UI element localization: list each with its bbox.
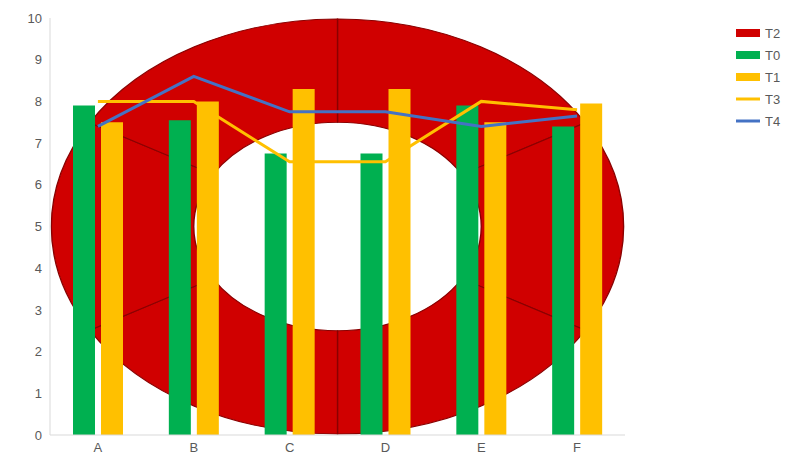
svg-text:5: 5 bbox=[35, 219, 42, 234]
svg-text:3: 3 bbox=[35, 303, 42, 318]
svg-text:4: 4 bbox=[35, 261, 42, 276]
svg-text:2: 2 bbox=[35, 344, 42, 359]
svg-text:0: 0 bbox=[35, 428, 42, 443]
svg-text:B: B bbox=[189, 440, 198, 455]
html-text:T1: T1 bbox=[765, 69, 781, 85]
svg-text:8: 8 bbox=[35, 94, 42, 109]
svg-text:C: C bbox=[285, 440, 294, 455]
html-text:T4: T4 bbox=[765, 113, 781, 129]
html-text:T3: T3 bbox=[765, 91, 781, 107]
svg-text:1: 1 bbox=[35, 386, 42, 401]
svg-text:6: 6 bbox=[35, 177, 42, 192]
svg-text:7: 7 bbox=[35, 136, 42, 151]
svg-text:10: 10 bbox=[28, 11, 42, 26]
html-text:T0: T0 bbox=[765, 47, 781, 63]
svg-text:F: F bbox=[573, 440, 581, 455]
svg-text:9: 9 bbox=[35, 52, 42, 67]
svg-text:A: A bbox=[94, 440, 103, 455]
svg-text:E: E bbox=[477, 440, 486, 455]
svg-text:D: D bbox=[381, 440, 390, 455]
html-text:T2: T2 bbox=[765, 25, 781, 41]
